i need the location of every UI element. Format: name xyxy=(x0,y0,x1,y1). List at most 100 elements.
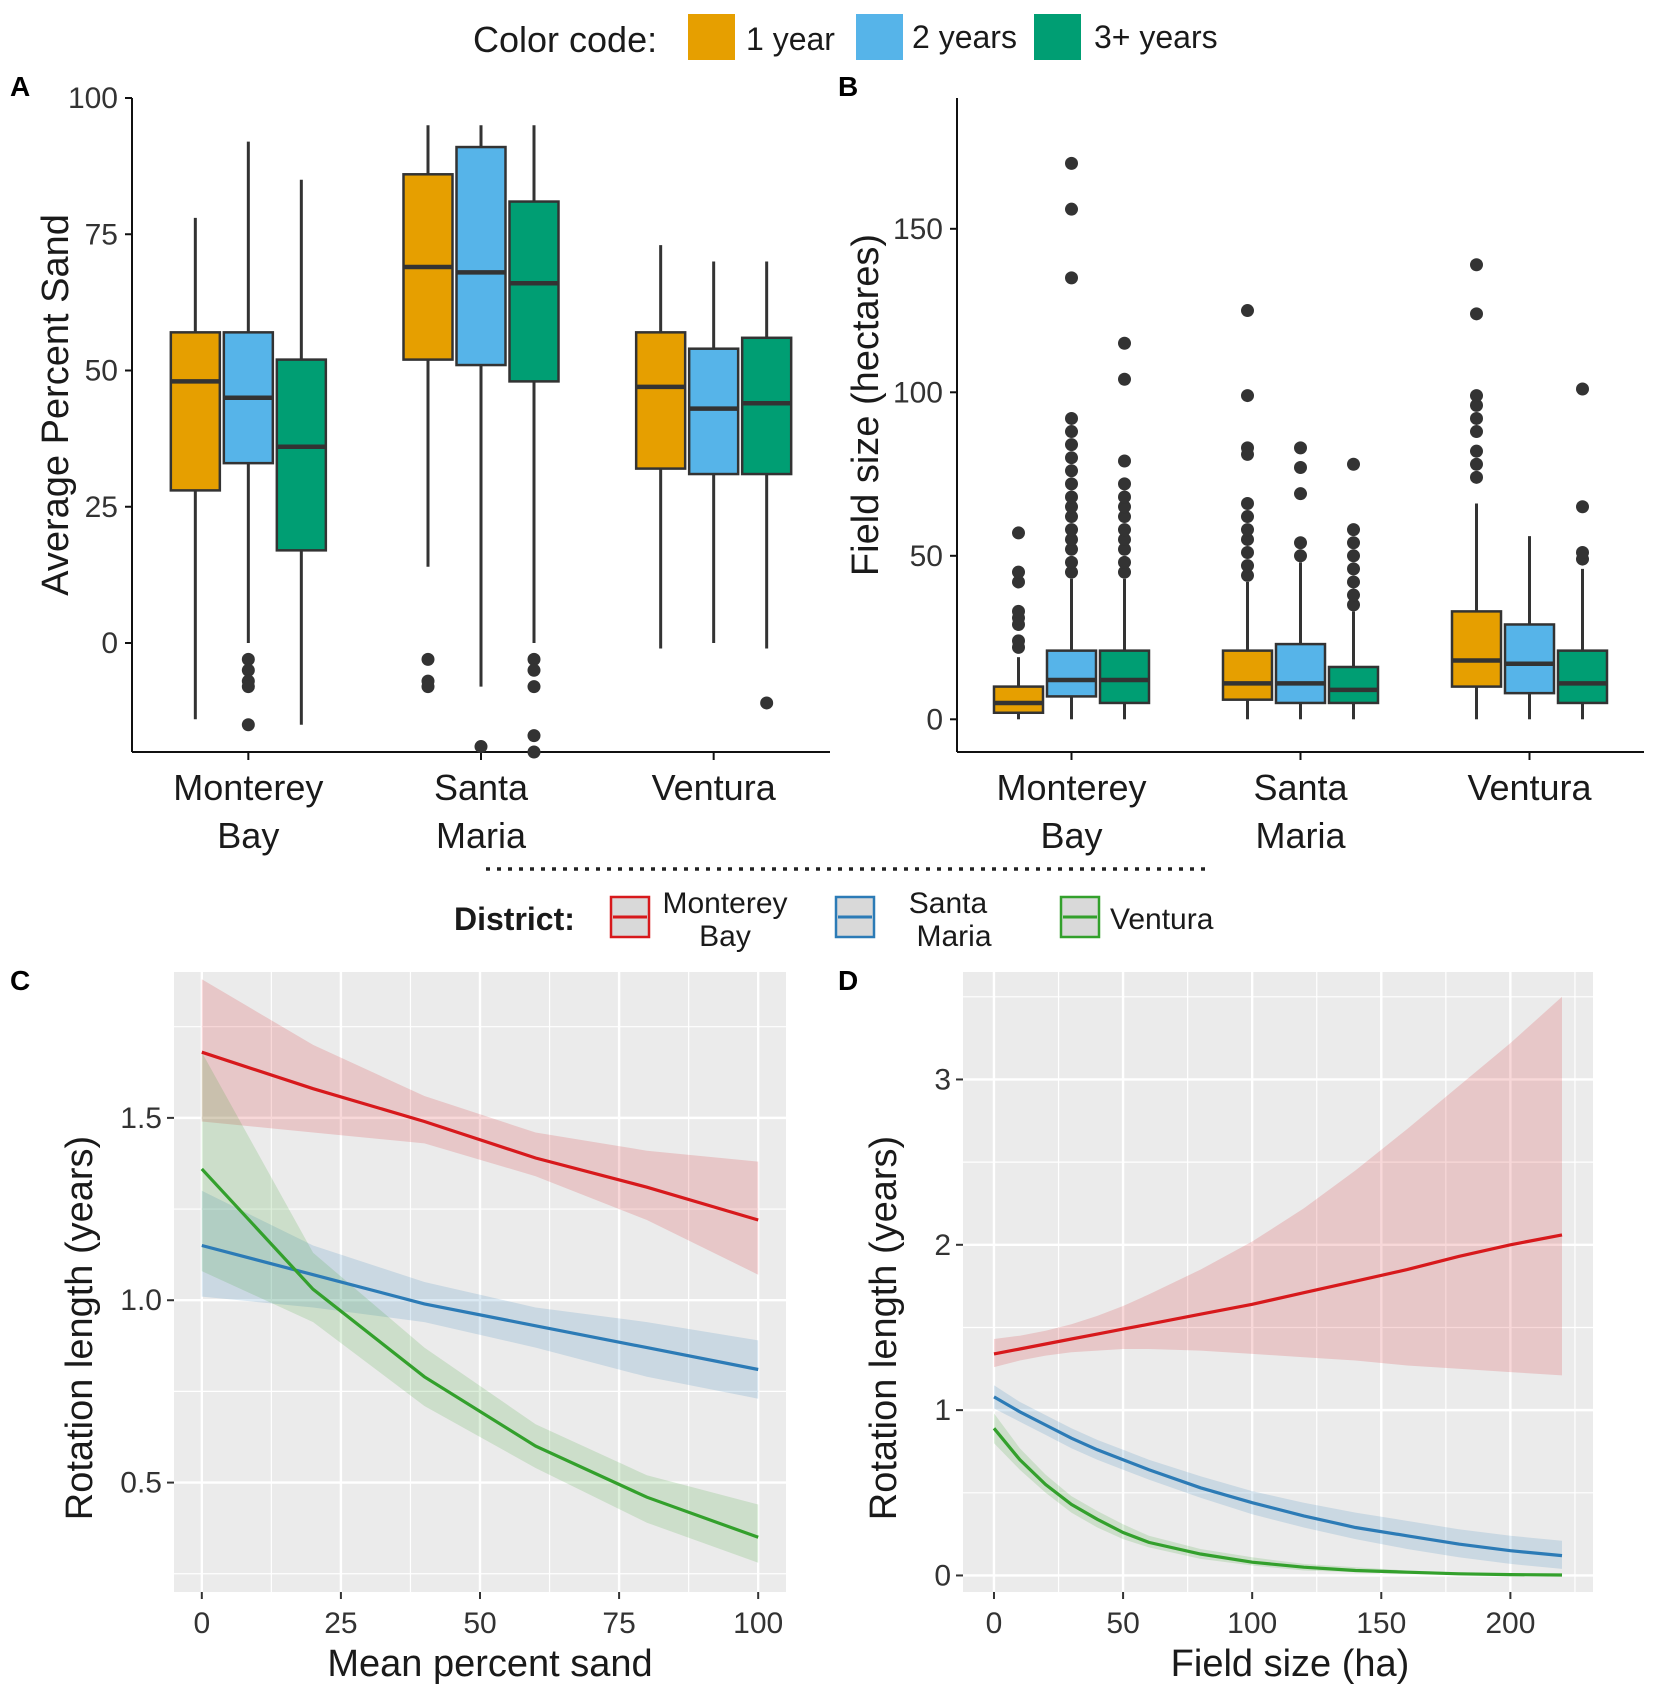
outlier-point xyxy=(1241,389,1254,403)
outlier-point xyxy=(1294,461,1307,475)
confidence-band xyxy=(201,1052,759,1563)
y-tick-label: 50 xyxy=(85,355,118,388)
box xyxy=(1503,623,1556,695)
box xyxy=(169,331,222,492)
x-tick-label: 100 xyxy=(1227,1607,1277,1640)
outlier-point xyxy=(527,652,541,666)
x-tick-label: Maria xyxy=(436,815,527,856)
panel-d-y-axis-label: Rotation length (years) xyxy=(863,1136,905,1520)
legend-label-1-year: 1 year xyxy=(746,21,835,57)
panel-a-boxplot: 0 25 50 75 100 Monterey Bay Santa Maria Ventura xyxy=(68,82,830,856)
y-tick-label: 1.5 xyxy=(120,1102,162,1135)
x-tick-label: Santa xyxy=(434,767,529,808)
outlier-point xyxy=(1470,457,1483,471)
outlier-point xyxy=(1470,398,1483,412)
x-tick-label: 0 xyxy=(193,1607,210,1640)
box xyxy=(992,685,1045,715)
outlier-point xyxy=(1241,559,1254,573)
outlier-point xyxy=(1347,536,1360,550)
panel-c-y-axis-label: Rotation length (years) xyxy=(59,1136,101,1520)
legend-label-2-years: 2 years xyxy=(912,19,1017,55)
outlier-point xyxy=(1347,549,1360,563)
color-code-legend: Color code: 1 year 2 years 3+ years xyxy=(473,14,1218,60)
box xyxy=(1450,610,1503,688)
outlier-point xyxy=(1065,411,1078,425)
color-code-title: Color code: xyxy=(473,19,657,60)
outlier-point xyxy=(1347,575,1360,589)
box xyxy=(1045,649,1098,698)
outlier-point xyxy=(1470,307,1483,321)
x-tick-label: Ventura xyxy=(1467,767,1592,808)
outlier-point xyxy=(1065,477,1078,491)
x-tick-label: 200 xyxy=(1485,1607,1535,1640)
outlier-point xyxy=(1065,500,1078,514)
outlier-point xyxy=(1012,634,1025,648)
panel-b-y-axis-label: Field size (hectares) xyxy=(845,234,887,576)
x-tick-label: Bay xyxy=(217,815,279,856)
outlier-point xyxy=(1347,457,1360,471)
y-tick-label: 150 xyxy=(893,213,943,246)
outlier-point xyxy=(1118,555,1131,569)
legend-label-3plus-years: 3+ years xyxy=(1094,19,1218,55)
box xyxy=(634,331,687,470)
legend-label-monterey-bay-2: Bay xyxy=(699,920,751,953)
outlier-point xyxy=(1118,523,1131,537)
outlier-point xyxy=(1012,565,1025,579)
outlier-point xyxy=(1241,546,1254,560)
series-line xyxy=(993,1233,1563,1356)
legend-label-santa-maria-2: Maria xyxy=(916,920,991,953)
outlier-point xyxy=(1294,536,1307,550)
outlier-point xyxy=(1065,555,1078,569)
outlier-point xyxy=(1576,500,1589,514)
box xyxy=(1274,642,1327,705)
outlier-point xyxy=(1065,438,1078,452)
outlier-point xyxy=(1294,549,1307,563)
x-tick-label: 25 xyxy=(324,1607,357,1640)
outlier-point xyxy=(1065,202,1078,216)
outlier-point xyxy=(1470,470,1483,484)
box xyxy=(455,145,507,367)
confidence-band xyxy=(994,1413,1562,1576)
box xyxy=(687,347,740,476)
outlier-point xyxy=(1012,604,1025,618)
outlier-point xyxy=(527,680,541,694)
series-line xyxy=(993,1395,1563,1558)
outlier-point xyxy=(1241,441,1254,455)
outlier-point xyxy=(1241,510,1254,524)
box xyxy=(275,358,328,552)
legend-label-santa-maria-1: Santa xyxy=(909,887,988,920)
outlier-point xyxy=(421,652,435,666)
outlier-point xyxy=(1294,441,1307,455)
panel-a-y-axis-label: Average Percent Sand xyxy=(35,214,77,596)
outlier-point xyxy=(527,729,541,743)
outlier-point xyxy=(1118,372,1131,386)
x-tick-label: 150 xyxy=(1356,1607,1406,1640)
y-tick-label: 0 xyxy=(934,1559,951,1592)
series-line xyxy=(200,1167,759,1539)
outlier-point xyxy=(241,663,255,677)
x-tick-label: 100 xyxy=(733,1607,783,1640)
outlier-point xyxy=(1347,523,1360,537)
outlier-point xyxy=(1294,487,1307,501)
outlier-point xyxy=(241,680,255,694)
outlier-point xyxy=(1065,156,1078,170)
panel-d-x-axis-label: Field size (ha) xyxy=(1171,1643,1410,1685)
outlier-point xyxy=(1118,510,1131,524)
district-legend: District: Monterey Bay Santa Maria Ventu… xyxy=(454,887,1214,953)
outlier-point xyxy=(1241,496,1254,510)
outlier-point xyxy=(1118,532,1131,546)
outlier-point xyxy=(1576,382,1589,396)
confidence-band xyxy=(994,996,1562,1376)
outlier-point xyxy=(1118,490,1131,504)
box xyxy=(1221,649,1274,701)
outlier-point xyxy=(1065,490,1078,504)
plot-background xyxy=(963,972,1593,1592)
y-tick-label: 1.0 xyxy=(120,1284,162,1317)
outlier-point xyxy=(1241,304,1254,318)
outlier-point xyxy=(1241,568,1254,582)
confidence-band xyxy=(201,1190,759,1399)
panel-c-line-chart: 0 25 50 75 100 0.5 1.0 1.5 xyxy=(120,972,786,1640)
panel-label-d: D xyxy=(838,965,858,996)
outlier-point xyxy=(241,718,255,732)
